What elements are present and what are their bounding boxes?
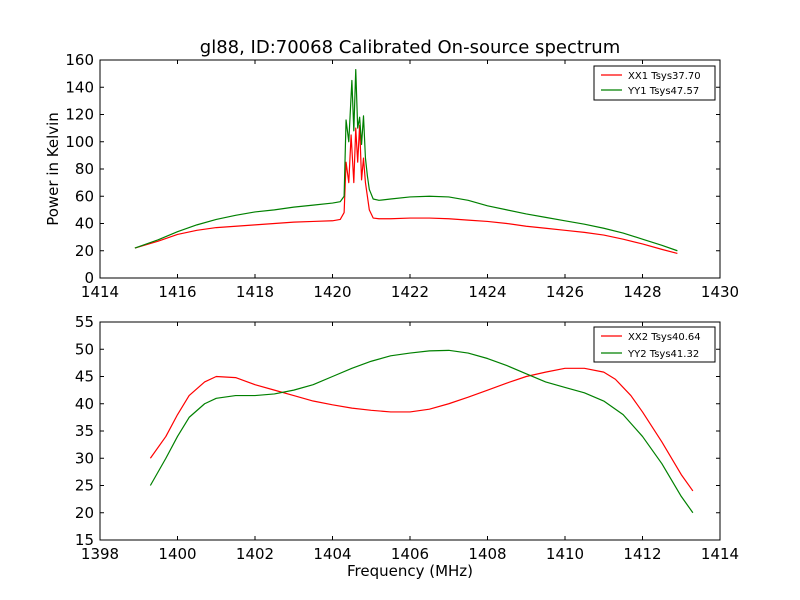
- y-tick-label: 30: [75, 449, 94, 467]
- series-line-yy1: [134, 68, 678, 252]
- y-tick-label: 20: [75, 242, 94, 260]
- x-tick-label: 1398: [81, 545, 119, 563]
- series-line-xx2: [149, 367, 694, 492]
- top-spectrum-panel: 1414 1416 1418 1420 1422 1424 1426 1428 1430 0 20 4…: [44, 51, 739, 301]
- x-tick-label: 1406: [391, 545, 429, 563]
- x-tick-label: 1410: [546, 545, 584, 563]
- bottom-legend-label-xx2: XX2 Tsys40.64: [628, 332, 701, 343]
- y-tick-label: 25: [75, 477, 94, 495]
- bottom-axis-ticks: 1398 1400 1402 1404 1406 1408 1410 1412 1414 15 20…: [75, 313, 739, 563]
- y-tick-label: 140: [65, 78, 94, 96]
- bottom-series-lines: [149, 349, 694, 514]
- x-tick-label: 1408: [468, 545, 506, 563]
- x-tick-label: 1428: [623, 283, 661, 301]
- x-tick-label: 1430: [701, 283, 739, 301]
- series-line-yy2: [149, 349, 694, 514]
- x-tick-label: 1412: [623, 545, 661, 563]
- top-axis-ticks: 1414 1416 1418 1420 1422 1424 1426 1428 1430 0 20 4…: [65, 51, 739, 301]
- y-tick-label: 45: [75, 368, 94, 386]
- bottom-legend: XX2 Tsys40.64 YY2 Tsys41.32: [593, 326, 716, 363]
- y-tick-label: 80: [75, 160, 94, 178]
- y-tick-label: 160: [65, 51, 94, 69]
- y-tick-label: 15: [75, 531, 94, 549]
- top-y-axis-label: Power in Kelvin: [44, 112, 62, 226]
- top-legend-label-yy1: YY1 Tsys47.57: [627, 86, 699, 97]
- x-tick-label: 1414: [701, 545, 739, 563]
- x-tick-label: 1400: [158, 545, 196, 563]
- x-tick-label: 1416: [158, 283, 196, 301]
- y-tick-label: 40: [75, 215, 94, 233]
- y-tick-label: 35: [75, 422, 94, 440]
- bottom-legend-box: [593, 326, 716, 363]
- x-tick-label: 1402: [236, 545, 274, 563]
- x-tick-label: 1426: [546, 283, 584, 301]
- bottom-legend-label-yy2: YY2 Tsys41.32: [627, 349, 699, 360]
- y-tick-label: 120: [65, 106, 94, 124]
- y-tick-label: 40: [75, 395, 94, 413]
- top-legend-label-xx1: XX1 Tsys37.70: [628, 71, 701, 82]
- y-tick-label: 100: [65, 133, 94, 151]
- x-tick-label: 1420: [313, 283, 351, 301]
- bottom-spectrum-panel: 1398 1400 1402 1404 1406 1408 1410 1412 1414 15 20…: [75, 313, 739, 580]
- y-tick-label: 50: [75, 340, 94, 358]
- y-tick-label: 60: [75, 187, 94, 205]
- top-legend: XX1 Tsys37.70 YY1 Tsys47.57: [593, 65, 716, 101]
- x-tick-label: 1422: [391, 283, 429, 301]
- y-tick-label: 20: [75, 504, 94, 522]
- top-series-lines: [134, 68, 678, 255]
- top-legend-box: [593, 65, 716, 101]
- series-line-xx1: [134, 124, 678, 255]
- y-tick-label: 0: [84, 269, 94, 287]
- x-tick-label: 1404: [313, 545, 351, 563]
- y-tick-label: 55: [75, 313, 94, 331]
- x-tick-label: 1414: [81, 283, 119, 301]
- x-tick-label: 1418: [236, 283, 274, 301]
- figure-title: gl88, ID:70068 Calibrated On-source spec…: [200, 37, 620, 58]
- bottom-x-axis-label: Frequency (MHz): [347, 562, 473, 580]
- x-tick-label: 1424: [468, 283, 506, 301]
